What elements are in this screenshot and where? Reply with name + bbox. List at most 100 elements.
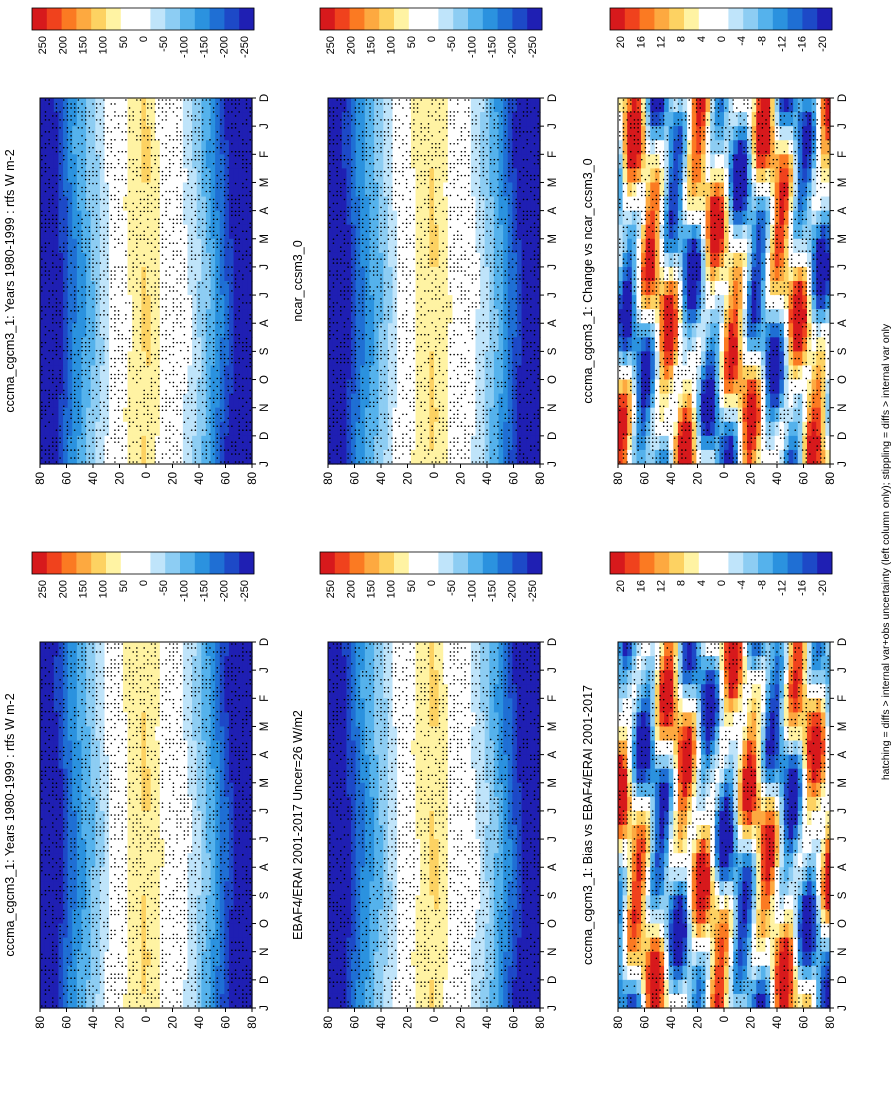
heatmap-cell: [438, 825, 444, 840]
heatmap-cell: [49, 684, 55, 699]
stipple-dot: [157, 881, 160, 884]
heatmap-cell: [484, 782, 490, 798]
stipple-dot: [176, 913, 178, 916]
heatmap-cell: [76, 979, 83, 995]
heatmap-cell: [507, 726, 513, 742]
heatmap-cell: [155, 867, 161, 882]
heatmap-cell: [63, 825, 69, 840]
heatmap-cell: [438, 670, 444, 685]
stipple-dot: [332, 806, 335, 808]
stipple-dot: [117, 957, 120, 960]
heatmap-cell: [530, 684, 536, 699]
heatmap-cell: [438, 768, 444, 784]
stipple-dot: [117, 790, 120, 792]
heatmap-cell: [247, 909, 253, 925]
stipple-dot: [212, 675, 215, 677]
stipple-dot: [81, 814, 83, 816]
stipple-dot: [231, 838, 233, 840]
heatmap-cell: [369, 937, 375, 953]
stipple-dot: [62, 790, 65, 792]
heatmap-cell: [173, 909, 179, 925]
heatmap-cell: [434, 712, 440, 728]
heatmap-cell: [424, 726, 430, 742]
stipple-dot: [212, 738, 215, 741]
heatmap-cell: [233, 937, 239, 953]
stipple-dot: [73, 921, 76, 924]
stipple-dot: [245, 798, 248, 800]
colorbar-swatch: [453, 552, 469, 574]
stipple-dot: [216, 710, 219, 713]
heatmap-cell: [406, 810, 412, 826]
stipple-dot: [59, 858, 61, 860]
heatmap-cell: [164, 712, 170, 728]
stipple-dot: [198, 794, 200, 796]
heatmap-cell: [392, 768, 398, 784]
heatmap-cell: [401, 881, 407, 896]
stipple-dot: [143, 973, 145, 975]
stipple-dot: [55, 746, 58, 749]
stipple-dot: [194, 965, 197, 968]
stipple-dot: [121, 834, 124, 836]
stipple-dot: [216, 977, 219, 979]
heatmap-cell: [438, 712, 444, 728]
heatmap-cell: [173, 881, 179, 896]
heatmap-cell: [337, 698, 343, 713]
heatmap-cell: [507, 768, 513, 784]
heatmap-cell: [187, 698, 193, 713]
heatmap-cell: [374, 937, 380, 953]
stipple-dot: [125, 663, 127, 665]
stipple-dot: [150, 993, 153, 995]
stipple-dot: [70, 814, 72, 816]
heatmap-cell: [341, 698, 348, 713]
heatmap-cell: [438, 909, 444, 925]
heatmap-cell: [219, 754, 225, 770]
heatmap-cell: [127, 993, 133, 1009]
heatmap-cell: [49, 726, 55, 742]
stipple-dot: [121, 977, 124, 979]
stipple-dot: [84, 663, 87, 665]
stipple-dot: [183, 678, 186, 681]
stipple-dot: [220, 806, 222, 808]
heatmap-cell: [215, 782, 221, 798]
stipple-dot: [117, 865, 120, 868]
heatmap-cell: [205, 670, 212, 685]
heatmap-cell: [201, 909, 207, 925]
heatmap-cell: [447, 867, 454, 882]
stipple-dot: [55, 917, 58, 920]
stipple-dot: [157, 678, 160, 681]
heatmap-cell: [470, 642, 477, 657]
heatmap-cell: [192, 937, 198, 953]
heatmap-cell: [201, 895, 207, 911]
heatmap-cell: [516, 937, 523, 953]
heatmap-cell: [178, 782, 184, 798]
stipple-dot: [242, 977, 244, 979]
stipple-dot: [95, 873, 98, 876]
stipple-dot: [99, 965, 102, 968]
heatmap-cell: [219, 670, 225, 685]
heatmap-cell: [387, 951, 394, 967]
stipple-dot: [172, 758, 175, 761]
stipple-dot: [117, 671, 120, 673]
heatmap-cell: [530, 726, 536, 742]
stipple-dot: [73, 814, 76, 816]
heatmap-cell: [242, 656, 248, 671]
stipple-dot: [245, 706, 248, 709]
stipple-dot: [238, 655, 241, 657]
heatmap-cell: [346, 782, 352, 798]
heatmap-cell: [173, 698, 179, 713]
stipple-dot: [114, 682, 116, 685]
stipple-dot: [187, 913, 189, 916]
heatmap-cell: [493, 698, 500, 713]
stipple-dot: [209, 949, 211, 952]
heatmap-cell: [424, 740, 430, 756]
heatmap-cell: [360, 825, 366, 840]
stipple-dot: [190, 770, 193, 773]
heatmap-cell: [466, 726, 472, 742]
heatmap-cell: [247, 853, 253, 868]
stipple-dot: [220, 750, 222, 753]
heatmap-cell: [49, 979, 55, 995]
heatmap-cell: [401, 642, 407, 657]
heatmap-cell: [516, 993, 523, 1009]
heatmap-cell: [337, 796, 343, 812]
stipple-dot: [187, 822, 189, 824]
